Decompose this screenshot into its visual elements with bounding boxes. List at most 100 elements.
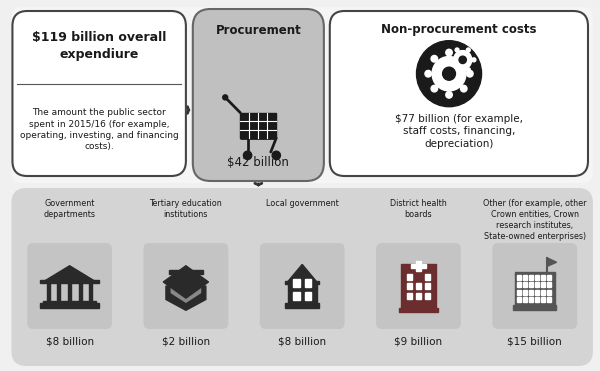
Bar — [529, 297, 533, 302]
Polygon shape — [171, 288, 200, 302]
Bar — [529, 282, 533, 287]
Circle shape — [455, 48, 459, 52]
Bar — [547, 297, 551, 302]
Bar — [523, 290, 527, 295]
Bar — [285, 303, 319, 308]
Polygon shape — [547, 257, 557, 266]
Text: District health
boards: District health boards — [390, 199, 447, 219]
Bar — [79, 283, 82, 302]
FancyBboxPatch shape — [376, 243, 461, 329]
Bar — [305, 279, 311, 286]
Text: $15 billion: $15 billion — [508, 337, 562, 347]
Circle shape — [449, 58, 454, 62]
FancyBboxPatch shape — [13, 11, 186, 176]
Bar — [47, 283, 50, 302]
Polygon shape — [287, 265, 317, 282]
FancyBboxPatch shape — [330, 11, 588, 176]
Circle shape — [460, 56, 467, 62]
Bar — [285, 280, 319, 284]
Bar — [407, 283, 412, 289]
Bar — [517, 290, 521, 295]
Circle shape — [431, 56, 437, 62]
Text: $119 billion overall
expendiure: $119 billion overall expendiure — [32, 31, 166, 60]
FancyBboxPatch shape — [11, 188, 593, 366]
Bar — [416, 261, 421, 271]
Text: $8 billion: $8 billion — [278, 337, 326, 347]
FancyBboxPatch shape — [260, 243, 344, 329]
Bar — [541, 275, 545, 279]
Polygon shape — [163, 266, 209, 298]
Circle shape — [446, 92, 452, 98]
Bar — [241, 113, 276, 138]
Bar — [535, 282, 539, 287]
FancyBboxPatch shape — [193, 9, 324, 181]
Bar — [541, 290, 545, 295]
Bar — [529, 290, 533, 295]
Bar — [407, 293, 412, 299]
Bar — [287, 282, 317, 303]
Bar — [547, 282, 551, 287]
Text: Government
departments: Government departments — [44, 199, 95, 219]
Bar — [535, 275, 539, 279]
Bar — [293, 292, 299, 300]
Text: $77 billion (for example,
staff costs, financing,
depreciation): $77 billion (for example, staff costs, f… — [395, 114, 523, 149]
Polygon shape — [166, 286, 206, 310]
Bar — [523, 282, 527, 287]
Bar — [293, 279, 299, 286]
FancyBboxPatch shape — [27, 243, 112, 329]
Text: Non-procurement costs: Non-procurement costs — [381, 23, 536, 36]
Bar — [411, 264, 426, 269]
Circle shape — [432, 56, 466, 91]
Bar — [40, 280, 99, 283]
Circle shape — [467, 70, 473, 77]
Text: The amount the public sector
spent in 2015/16 (for example,
operating, investing: The amount the public sector spent in 20… — [20, 108, 179, 151]
Bar — [425, 274, 430, 280]
Text: $9 billion: $9 billion — [394, 337, 443, 347]
Bar — [305, 292, 311, 300]
Bar — [535, 290, 539, 295]
Polygon shape — [169, 270, 203, 274]
Bar — [43, 301, 96, 303]
Bar — [58, 283, 61, 302]
Bar — [416, 293, 421, 299]
Circle shape — [244, 151, 252, 160]
Text: Procurement: Procurement — [215, 24, 301, 37]
Polygon shape — [43, 266, 96, 282]
Bar — [515, 272, 555, 275]
Bar — [416, 283, 421, 289]
Bar — [425, 293, 430, 299]
Circle shape — [272, 151, 280, 160]
Bar — [547, 290, 551, 295]
Bar — [515, 274, 555, 306]
Circle shape — [459, 56, 466, 63]
Bar — [541, 282, 545, 287]
Text: Local government: Local government — [266, 199, 338, 208]
Bar — [407, 274, 412, 280]
Circle shape — [472, 58, 476, 62]
Bar — [40, 303, 99, 308]
Bar — [517, 275, 521, 279]
Bar — [398, 308, 439, 312]
Circle shape — [223, 95, 228, 100]
Bar — [529, 275, 533, 279]
Circle shape — [466, 68, 470, 72]
Text: $42 billion: $42 billion — [227, 156, 289, 169]
Text: $8 billion: $8 billion — [46, 337, 94, 347]
FancyBboxPatch shape — [11, 7, 593, 183]
Bar — [401, 265, 436, 309]
Circle shape — [454, 50, 472, 69]
Bar — [517, 282, 521, 287]
Circle shape — [455, 68, 459, 72]
Text: Tertiary education
institutions: Tertiary education institutions — [149, 199, 222, 219]
Circle shape — [443, 67, 455, 80]
Bar — [514, 305, 556, 310]
Circle shape — [431, 85, 437, 92]
Text: Other (for example, other
Crown entities, Crown
research institutes,
State-owned: Other (for example, other Crown entities… — [483, 199, 587, 241]
FancyBboxPatch shape — [493, 243, 577, 329]
Bar — [425, 283, 430, 289]
Circle shape — [446, 49, 452, 56]
Bar — [89, 283, 92, 302]
Bar — [547, 275, 551, 279]
Bar — [68, 283, 71, 302]
Circle shape — [416, 41, 482, 107]
